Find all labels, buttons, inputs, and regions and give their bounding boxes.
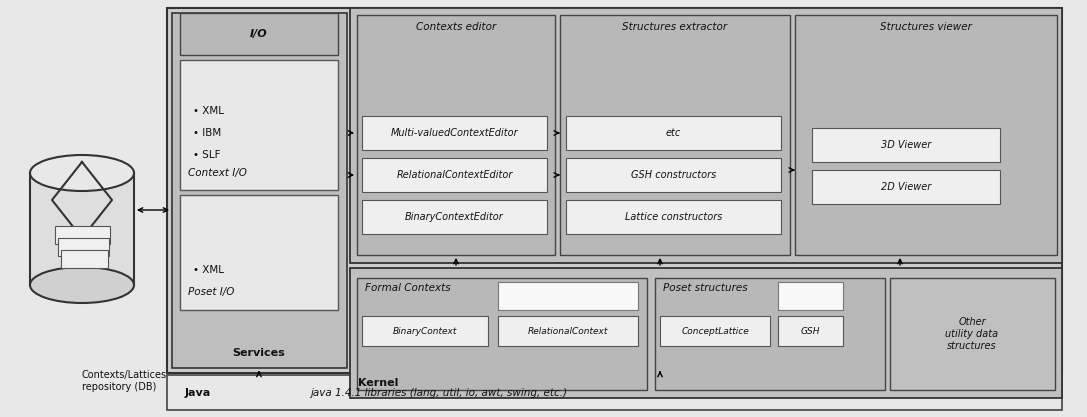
Text: BinaryContext: BinaryContext <box>392 327 458 336</box>
Bar <box>58 238 109 256</box>
Bar <box>172 13 347 368</box>
Bar <box>55 226 110 244</box>
Text: I/O: I/O <box>250 29 267 39</box>
Ellipse shape <box>30 155 134 191</box>
Text: 2D Viewer: 2D Viewer <box>880 182 932 192</box>
Text: Contexts editor: Contexts editor <box>416 22 496 32</box>
Bar <box>167 375 1062 410</box>
Bar <box>362 116 547 150</box>
Bar <box>180 13 338 55</box>
Bar <box>30 173 134 285</box>
Text: Structures extractor: Structures extractor <box>623 22 727 32</box>
Text: RelationalContext: RelationalContext <box>528 327 609 336</box>
Text: Poset structures: Poset structures <box>663 283 748 293</box>
Bar <box>362 158 547 192</box>
Text: • XML: • XML <box>193 106 224 116</box>
Text: BinaryContextEditor: BinaryContextEditor <box>405 212 504 222</box>
Bar <box>61 250 108 268</box>
Bar <box>812 128 1000 162</box>
Bar <box>362 200 547 234</box>
Text: GSH: GSH <box>801 327 821 336</box>
Text: Multi-valuedContextEditor: Multi-valuedContextEditor <box>390 128 518 138</box>
Bar <box>357 15 555 255</box>
Bar <box>350 8 1062 263</box>
Text: Services: Services <box>233 348 286 358</box>
Text: RelationalContextEditor: RelationalContextEditor <box>397 170 513 180</box>
Bar <box>560 15 790 255</box>
Bar <box>795 15 1057 255</box>
Bar <box>778 282 844 310</box>
Text: 3D Viewer: 3D Viewer <box>880 140 932 150</box>
Text: Kernel: Kernel <box>358 378 398 388</box>
Bar <box>566 116 780 150</box>
Bar <box>362 316 488 346</box>
Text: ConceptLattice: ConceptLattice <box>682 327 749 336</box>
Text: • IBM: • IBM <box>193 128 222 138</box>
Text: Contexts/Lattices
repository (DB): Contexts/Lattices repository (DB) <box>82 370 167 392</box>
Bar <box>167 8 1062 373</box>
Bar <box>812 170 1000 204</box>
Bar <box>778 316 844 346</box>
Text: Lattice constructors: Lattice constructors <box>625 212 722 222</box>
Text: • SLF: • SLF <box>193 150 221 160</box>
Bar <box>350 268 1062 398</box>
Bar <box>655 278 885 390</box>
Text: Structures viewer: Structures viewer <box>880 22 972 32</box>
Bar <box>498 316 638 346</box>
Text: Context I/O: Context I/O <box>188 168 247 178</box>
Text: etc: etc <box>666 128 682 138</box>
Text: Poset I/O: Poset I/O <box>188 287 235 297</box>
Text: Other
utility data
structures: Other utility data structures <box>946 317 999 351</box>
Ellipse shape <box>30 267 134 303</box>
Bar <box>566 158 780 192</box>
Bar <box>357 278 647 390</box>
Text: java 1.4.1 libraries (lang, util, io, awt, swing, etc.): java 1.4.1 libraries (lang, util, io, aw… <box>310 387 567 397</box>
Bar <box>566 200 780 234</box>
Bar <box>180 195 338 310</box>
Bar <box>498 282 638 310</box>
Text: GSH constructors: GSH constructors <box>630 170 716 180</box>
Bar <box>180 60 338 190</box>
Bar <box>660 316 770 346</box>
Bar <box>890 278 1055 390</box>
Text: • XML: • XML <box>193 265 224 275</box>
Text: Java: Java <box>185 387 211 397</box>
Text: Formal Contexts: Formal Contexts <box>365 283 451 293</box>
